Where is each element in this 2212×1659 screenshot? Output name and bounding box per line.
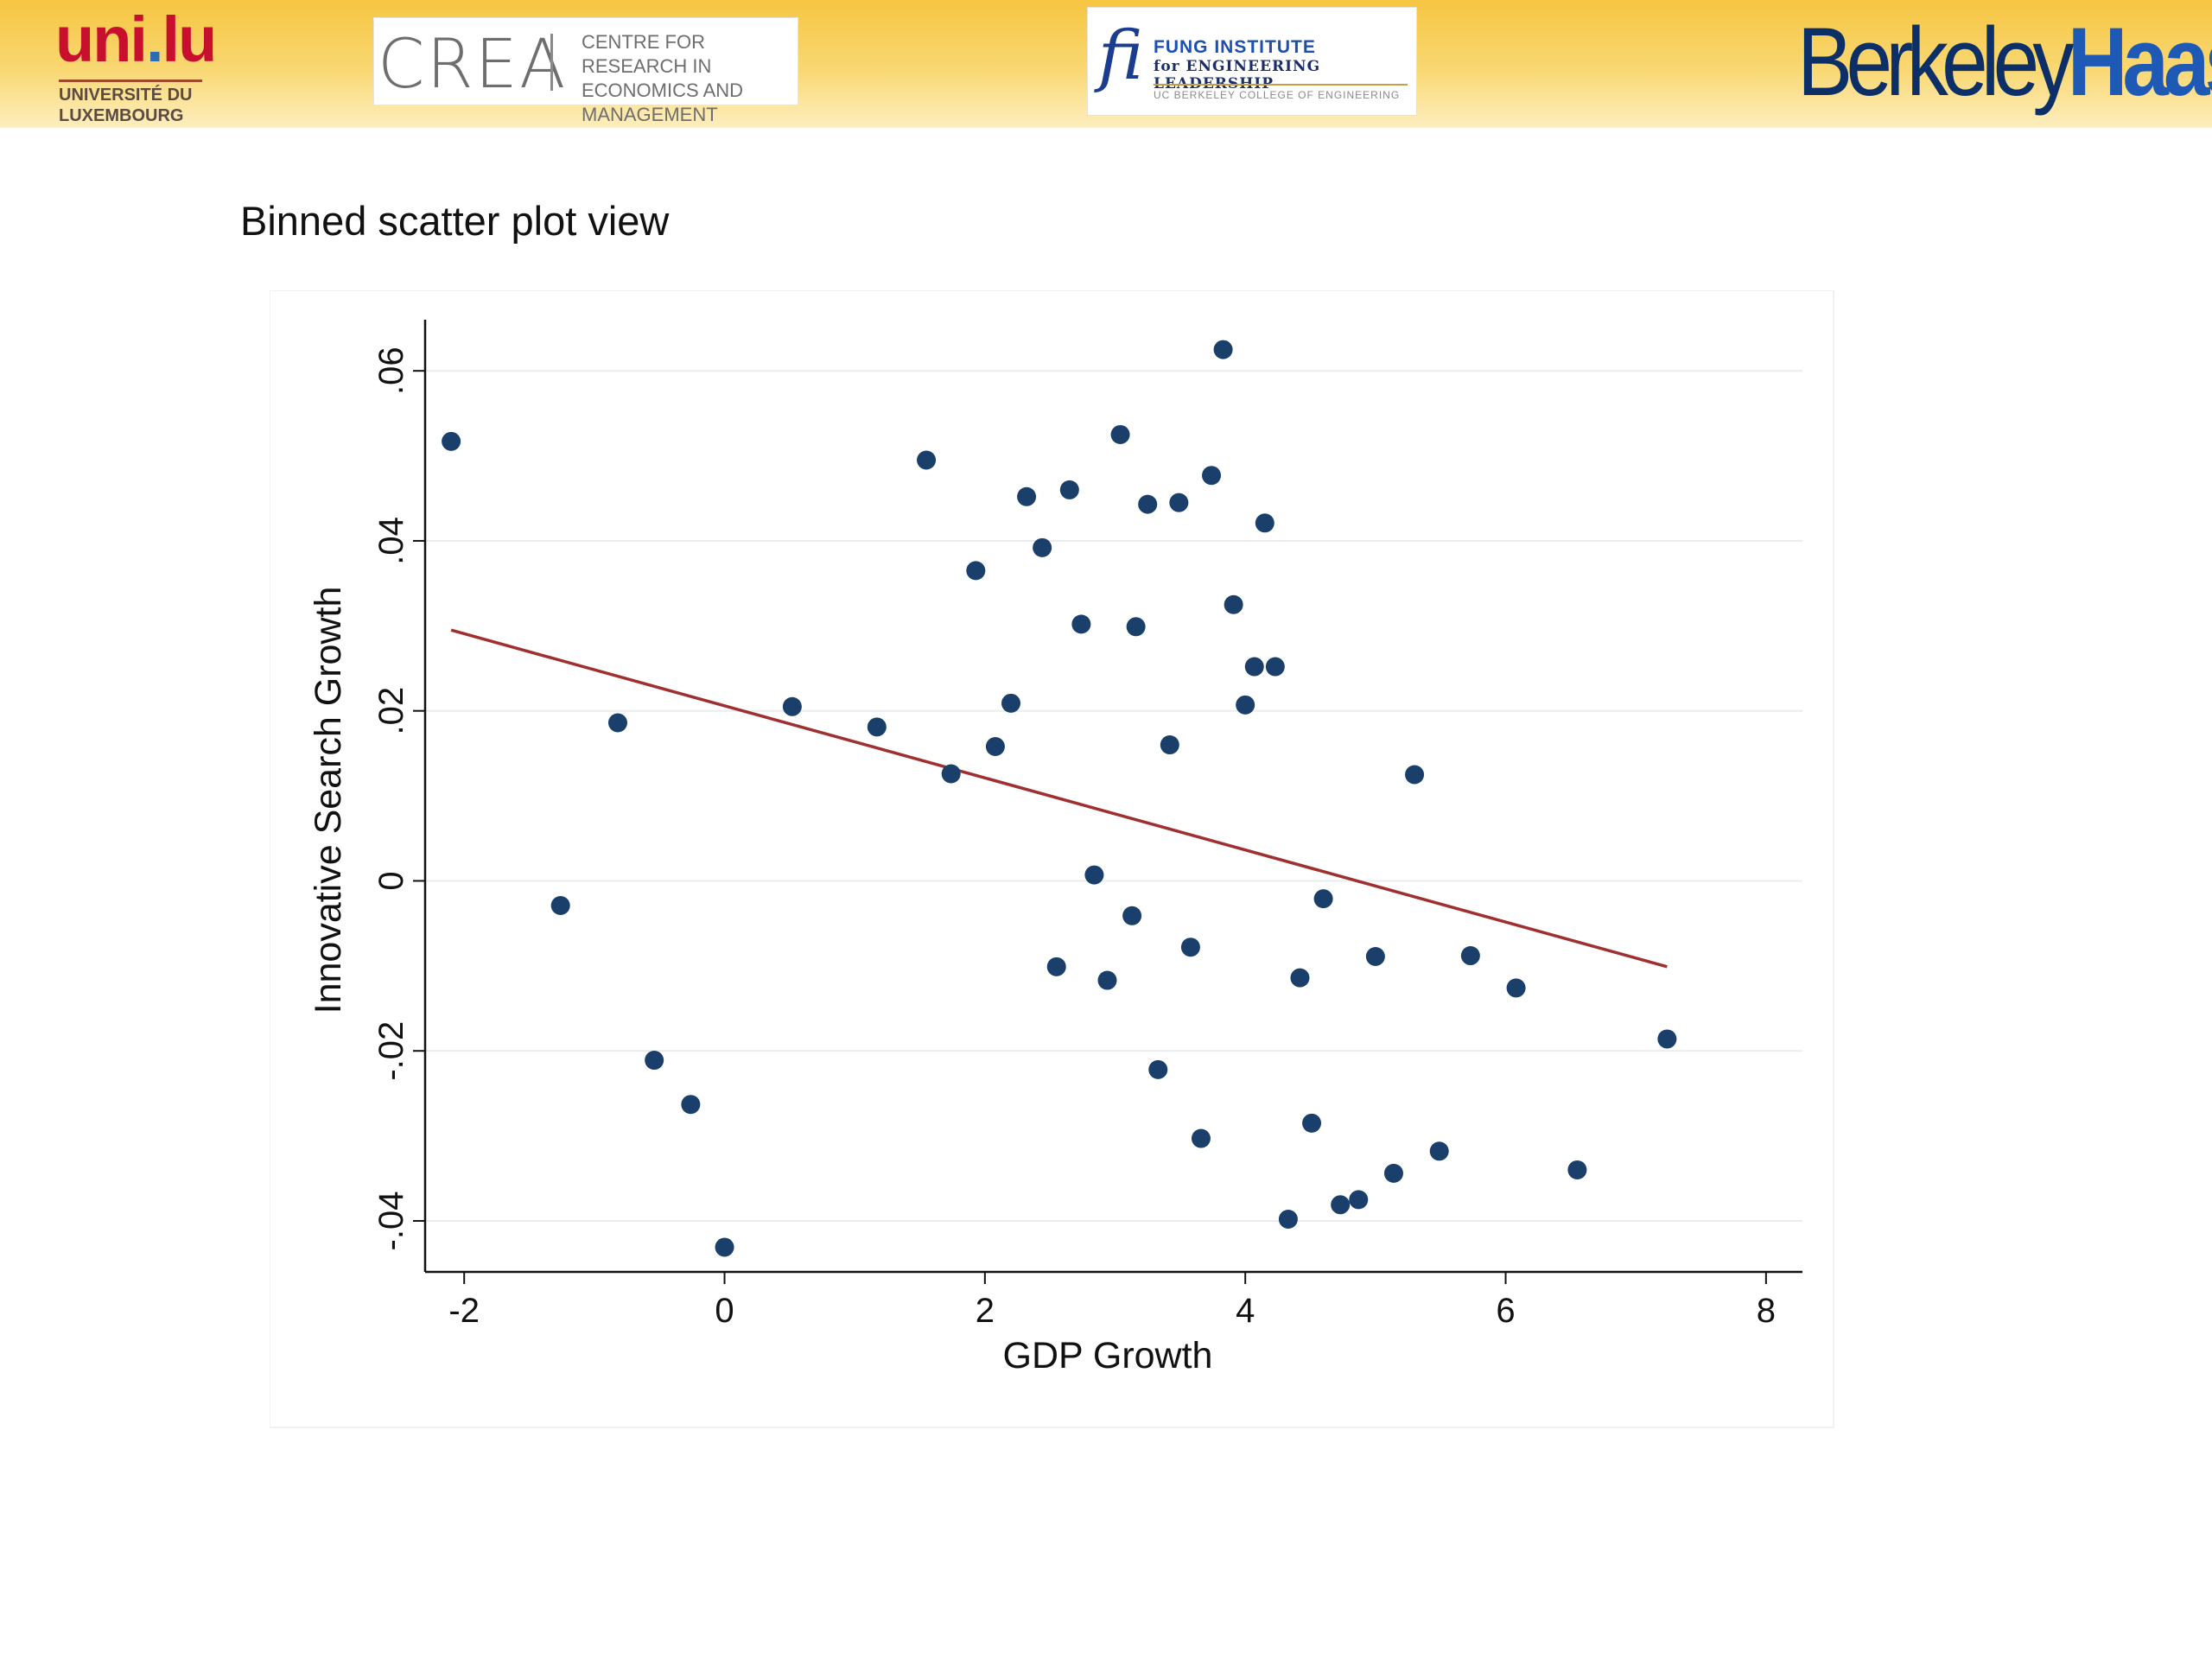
scatter-point bbox=[867, 717, 887, 737]
chart-points bbox=[442, 340, 1677, 1257]
scatter-point bbox=[1278, 1210, 1298, 1230]
scatter-point bbox=[1148, 1059, 1168, 1079]
header-banner: uni.lu UNIVERSITÉ DU LUXEMBOURG CREA CEN… bbox=[0, 0, 2212, 128]
scatter-point bbox=[442, 431, 461, 451]
scatter-point bbox=[550, 895, 570, 915]
chart-y-axis-label: Innovative Search Growth bbox=[308, 587, 349, 1014]
scatter-point bbox=[1313, 889, 1333, 909]
crea-logo-divider bbox=[550, 34, 553, 91]
x-tick-label: -2 bbox=[448, 1292, 480, 1330]
scatter-point bbox=[1138, 494, 1158, 514]
uni-lu-logo-mark: uni.lu bbox=[55, 3, 217, 75]
scatter-point bbox=[1405, 765, 1425, 785]
scatter-point bbox=[1033, 537, 1052, 557]
scatter-point bbox=[1244, 657, 1264, 677]
fit-line bbox=[450, 628, 1668, 969]
fung-institute-logo-college: UC BERKELEY COLLEGE OF ENGINEERING bbox=[1154, 89, 1401, 101]
scatter-point bbox=[1255, 513, 1274, 533]
fung-institute-logo: fi FUNG INSTITUTE for ENGINEERING LEADER… bbox=[1087, 7, 1417, 116]
chart-axes bbox=[423, 320, 1802, 1274]
scatter-point bbox=[1059, 480, 1079, 499]
scatter-point bbox=[1180, 938, 1200, 957]
scatter-point bbox=[1224, 594, 1243, 614]
chart-x-axis-label: GDP Growth bbox=[1003, 1335, 1213, 1376]
scatter-point bbox=[1213, 340, 1233, 359]
scatter-point bbox=[1567, 1160, 1587, 1179]
berkeley-haas-logo-wordmark: BerkeleyHaas bbox=[1797, 8, 2212, 116]
crea-logo-text: CENTRE FOR RESEARCH IN ECONOMICS AND MAN… bbox=[582, 31, 744, 125]
fung-institute-logo-name: FUNG INSTITUTE bbox=[1154, 37, 1316, 57]
scatter-point bbox=[1236, 695, 1255, 715]
scatter-point bbox=[1657, 1029, 1677, 1049]
scatter-point bbox=[1202, 466, 1222, 486]
scatter-point bbox=[1302, 1113, 1322, 1133]
uni-lu-logo: uni.lu UNIVERSITÉ DU LUXEMBOURG bbox=[55, 3, 217, 126]
scatter-point bbox=[1290, 968, 1310, 988]
chart-fit-line bbox=[450, 628, 1668, 969]
y-tick-label: .04 bbox=[372, 517, 410, 565]
y-tick-label: .06 bbox=[372, 346, 410, 395]
scatter-point bbox=[1097, 970, 1117, 990]
scatter-point bbox=[1506, 978, 1526, 998]
fung-institute-logo-mark: fi bbox=[1098, 17, 1144, 95]
scatter-point bbox=[966, 561, 986, 581]
scatter-point bbox=[1046, 957, 1066, 976]
slide-title: Binned scatter plot view bbox=[240, 198, 670, 244]
scatter-point bbox=[1331, 1195, 1351, 1215]
scatter-point bbox=[782, 696, 802, 716]
scatter-point bbox=[985, 737, 1005, 757]
binned-scatter-chart: -.04 -.02 0 .02 .04 .06 -2 0 2 4 6 8 GDP Growth Inn… bbox=[270, 290, 1834, 1428]
y-tick-label: -.02 bbox=[372, 1021, 410, 1081]
berkeley-haas-logo: BerkeleyHaas bbox=[1797, 9, 2212, 116]
y-tick-label: .02 bbox=[372, 687, 410, 735]
scatter-point bbox=[1429, 1141, 1449, 1161]
uni-lu-logo-rule bbox=[59, 79, 202, 82]
x-tick-label: 2 bbox=[976, 1292, 995, 1330]
y-tick-label: -.04 bbox=[372, 1192, 410, 1251]
scatter-point bbox=[1349, 1190, 1369, 1210]
scatter-point bbox=[941, 764, 961, 784]
scatter-point bbox=[1169, 493, 1189, 512]
scatter-point bbox=[1071, 614, 1091, 634]
scatter-point bbox=[1017, 486, 1037, 506]
x-tick-label: 8 bbox=[1757, 1292, 1776, 1330]
scatter-point bbox=[715, 1237, 734, 1257]
uni-lu-logo-text: UNIVERSITÉ DU LUXEMBOURG bbox=[59, 86, 193, 125]
scatter-point bbox=[1001, 693, 1020, 713]
scatter-point bbox=[1084, 865, 1104, 885]
scatter-point bbox=[1460, 946, 1480, 966]
scatter-point bbox=[681, 1095, 701, 1115]
scatter-point bbox=[1383, 1163, 1403, 1183]
fung-institute-logo-rule bbox=[1154, 84, 1408, 86]
y-tick-label: 0 bbox=[372, 871, 410, 890]
scatter-point bbox=[1126, 617, 1146, 637]
x-tick-label: 6 bbox=[1496, 1292, 1515, 1330]
chart-background bbox=[270, 290, 1834, 1428]
x-tick-label: 0 bbox=[715, 1292, 734, 1330]
fung-institute-logo-subtitle: for ENGINEERING LEADERSHIP bbox=[1154, 58, 1321, 92]
scatter-point bbox=[1191, 1128, 1211, 1148]
crea-logo-mark: CREA bbox=[378, 26, 568, 104]
crea-logo: CREA CENTRE FOR RESEARCH IN ECONOMICS AN… bbox=[373, 17, 798, 125]
scatter-point bbox=[1160, 735, 1179, 755]
scatter-point bbox=[645, 1051, 664, 1071]
scatter-point bbox=[607, 713, 627, 733]
x-tick-label: 4 bbox=[1236, 1292, 1255, 1330]
scatter-point bbox=[1265, 657, 1285, 677]
scatter-point bbox=[1122, 906, 1142, 925]
scatter-point bbox=[917, 450, 937, 470]
scatter-point bbox=[1110, 424, 1130, 444]
chart-ticks: -.04 -.02 0 .02 .04 .06 -2 0 2 4 6 8 bbox=[372, 346, 1776, 1330]
scatter-point bbox=[1365, 947, 1385, 967]
